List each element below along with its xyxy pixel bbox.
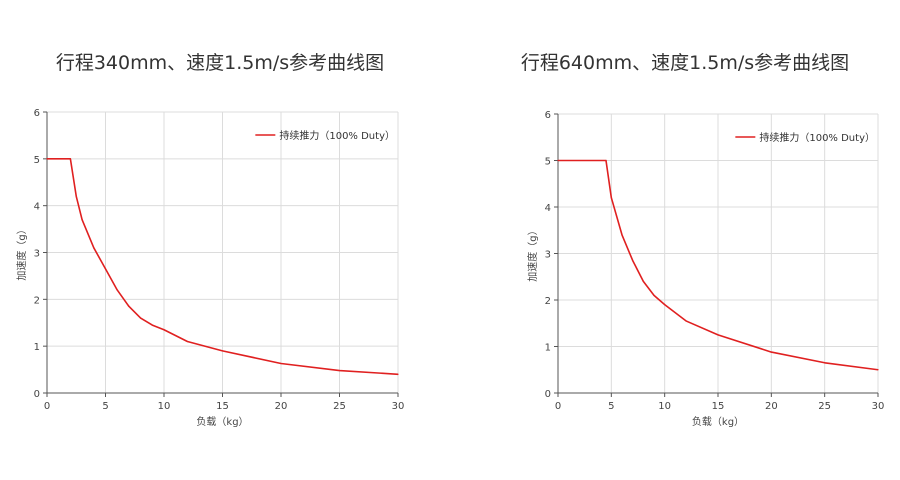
data-point xyxy=(770,351,772,353)
data-point xyxy=(632,259,634,262)
y-tick-label: 2 xyxy=(34,295,40,306)
data-point xyxy=(557,159,559,162)
data-point xyxy=(140,317,142,319)
y-axis-label: 加速度（g） xyxy=(526,225,539,281)
data-point xyxy=(397,373,399,375)
y-tick-label: 1 xyxy=(34,342,40,353)
data-point xyxy=(163,329,165,331)
data-point xyxy=(653,294,655,296)
data-point xyxy=(151,324,153,326)
data-point xyxy=(221,350,224,352)
x-tick-label: 20 xyxy=(765,401,778,412)
x-tick-label: 30 xyxy=(872,401,885,412)
x-axis-label: 负载（kg） xyxy=(692,415,744,428)
y-tick-label: 5 xyxy=(545,157,551,168)
x-tick-label: 10 xyxy=(658,401,671,412)
line-chart: 0 5 10 15 20 25 30 0 1 2 3 4 5 6 负载（kg） 加速度（g） 持续推力（100%… xyxy=(526,110,885,428)
data-point xyxy=(69,158,71,160)
x-tick-label: 0 xyxy=(555,401,561,412)
legend-label: 持续推力（100% Duty） xyxy=(279,129,395,142)
data-point xyxy=(46,158,48,160)
series-line xyxy=(47,158,399,376)
chart-title: 行程340mm、速度1.5m/s参考曲线图 xyxy=(55,52,385,74)
data-point xyxy=(280,362,282,365)
y-tick-label: 3 xyxy=(34,249,40,260)
data-point xyxy=(685,320,687,322)
y-tick-label: 0 xyxy=(545,389,551,400)
data-point xyxy=(104,268,107,270)
data-point xyxy=(186,340,188,343)
y-tick-label: 4 xyxy=(34,202,40,213)
data-point xyxy=(717,334,719,336)
data-point xyxy=(81,219,83,221)
x-axis-label: 负载（kg） xyxy=(196,415,248,428)
y-tick-label: 6 xyxy=(545,110,551,121)
y-tick-label: 6 xyxy=(34,108,40,119)
chart-title: 行程640mm、速度1.5m/s参考曲线图 xyxy=(520,52,850,74)
data-point xyxy=(338,369,341,372)
x-tick-label: 20 xyxy=(275,401,288,412)
x-tick-label: 0 xyxy=(44,401,50,412)
chart-panel-left: 行程340mm、速度1.5m/s参考曲线图 0 5 10 15 20 25 30 0 1 2 3 4 5… xyxy=(0,0,440,480)
data-point xyxy=(642,280,644,282)
data-point xyxy=(75,195,77,197)
data-point xyxy=(824,362,826,364)
x-tick-label: 25 xyxy=(818,401,831,412)
y-tick-label: 3 xyxy=(545,250,551,261)
data-point xyxy=(664,304,666,306)
y-tick-label: 4 xyxy=(545,203,551,214)
x-tick-label: 15 xyxy=(712,401,725,412)
x-tick-label: 25 xyxy=(333,401,346,412)
legend-label: 持续推力（100% Duty） xyxy=(759,131,875,144)
chart-panel-right: 行程640mm、速度1.5m/s参考曲线图 0 5 10 15 20 25 30 0 1 2 3 4 5… xyxy=(470,0,900,480)
data-point xyxy=(621,234,623,236)
y-tick-label: 2 xyxy=(545,296,551,307)
y-tick-label: 1 xyxy=(545,343,551,354)
x-tick-label: 5 xyxy=(102,401,108,412)
y-tick-label: 5 xyxy=(34,155,40,166)
line-chart: 0 5 10 15 20 25 30 0 1 2 3 4 5 6 负载（kg） 加速度（g） 持续推力（100%… xyxy=(15,108,405,428)
y-axis-label: 加速度（g） xyxy=(15,224,28,280)
data-point xyxy=(128,305,130,307)
data-point xyxy=(93,247,95,249)
data-point xyxy=(610,197,612,199)
x-tick-label: 15 xyxy=(216,401,229,412)
data-point xyxy=(877,369,879,371)
data-point xyxy=(116,289,118,291)
x-tick-label: 5 xyxy=(608,401,614,412)
x-tick-label: 30 xyxy=(392,401,405,412)
data-point xyxy=(605,159,607,162)
x-tick-label: 10 xyxy=(158,401,171,412)
y-tick-label: 0 xyxy=(34,389,40,400)
